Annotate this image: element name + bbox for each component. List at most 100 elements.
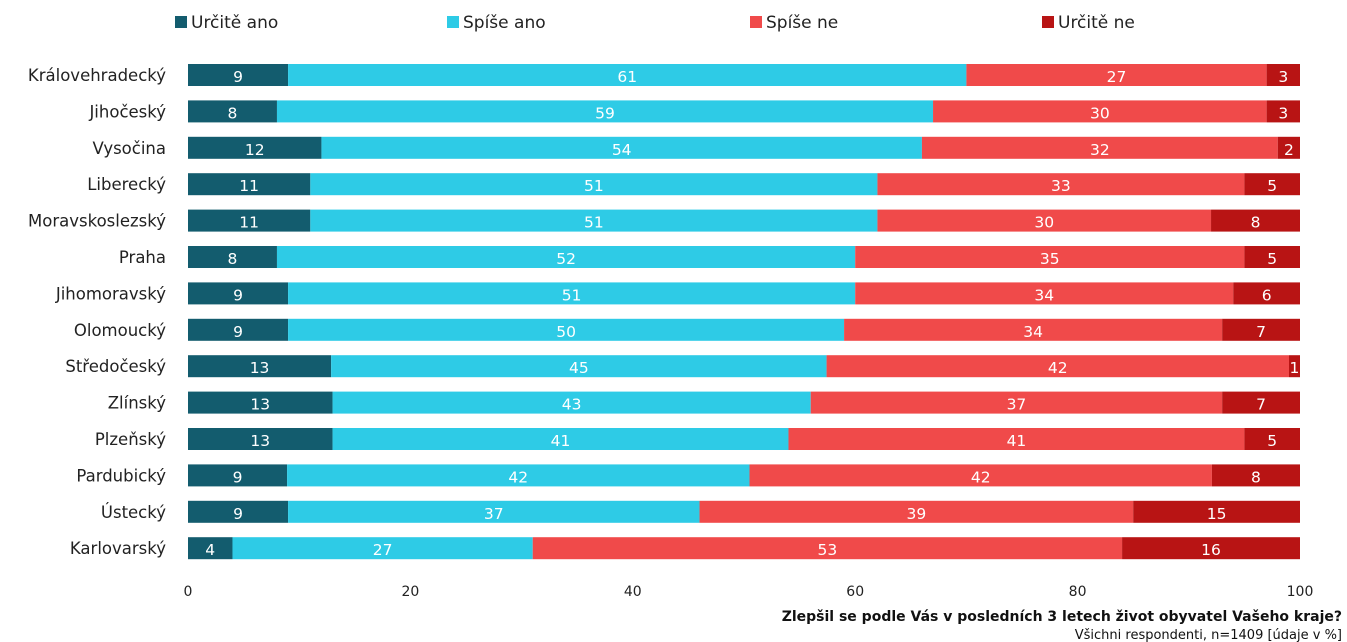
bar-segment	[332, 391, 811, 414]
bar-value-label: 43	[562, 396, 582, 414]
bar-segment	[232, 537, 533, 560]
bar-value-label: 11	[239, 214, 259, 232]
bar-segment	[1222, 318, 1300, 341]
legend-swatch	[1042, 16, 1054, 28]
bar-value-label: 5	[1267, 250, 1277, 268]
bar-value-label: 13	[250, 396, 270, 414]
category-label: Ústecký	[101, 503, 166, 522]
bar-segment	[188, 500, 289, 523]
bar-segment	[877, 209, 1212, 232]
bar-segment	[855, 282, 1234, 305]
bar-row: 8 52 35 5	[188, 246, 1300, 268]
bar-value-label: 51	[584, 177, 604, 195]
bar-value-label: 61	[617, 68, 637, 86]
bar-segment	[288, 318, 845, 341]
bar-value-label: 51	[584, 214, 604, 232]
category-labels: Královehradecký Jihočeský Vysočina Libereck…	[28, 66, 166, 558]
bar-segment	[332, 428, 789, 450]
bar-row: 4 27 53 16	[188, 537, 1300, 560]
bar-value-label: 7	[1256, 323, 1266, 341]
bar-value-label: 6	[1262, 286, 1272, 304]
bar-value-label: 42	[1048, 359, 1068, 377]
bar-segment	[1244, 246, 1300, 268]
legend: Určitě ano Spíše ano Spíše ne Určitě ne	[175, 13, 1135, 33]
bar-row: 11 51 33 5	[188, 173, 1300, 196]
bar-segment	[1288, 355, 1300, 378]
bar-value-label: 7	[1256, 396, 1266, 414]
bar-segment	[188, 100, 277, 123]
bar-value-label: 51	[562, 286, 582, 304]
category-label: Praha	[119, 248, 166, 267]
bar-segment	[1233, 282, 1300, 305]
bar-value-label: 13	[250, 359, 270, 377]
category-label: Pardubický	[76, 466, 166, 485]
bar-value-label: 53	[818, 541, 838, 559]
bar-value-label: 13	[250, 432, 270, 450]
bar-value-label: 54	[612, 141, 632, 159]
bar-value-label: 8	[1251, 214, 1261, 232]
bar-segment	[310, 209, 878, 232]
bar-segment	[321, 136, 922, 159]
bar-row: 9 51 34 6	[188, 282, 1300, 305]
legend-label: Spíše ano	[463, 13, 546, 33]
bar-segment	[749, 464, 1212, 487]
bar-segment	[188, 136, 322, 159]
bar-value-label: 8	[228, 104, 238, 122]
bar-segment	[1277, 136, 1300, 159]
legend-swatch	[447, 16, 459, 28]
bar-value-label: 9	[233, 468, 243, 486]
category-label: Zlínský	[108, 394, 166, 413]
bar-segment	[188, 173, 311, 196]
bar-value-label: 34	[1023, 323, 1043, 341]
legend-swatch	[175, 16, 187, 28]
bar-segment	[826, 355, 1289, 378]
category-label: Liberecký	[87, 175, 166, 194]
category-label: Vysočina	[92, 139, 166, 158]
bar-row: 8 59 30 3	[188, 100, 1300, 123]
bar-value-label: 41	[1007, 432, 1027, 450]
bar-segment	[276, 246, 856, 268]
bar-segment	[966, 64, 1267, 86]
x-tick-label: 60	[846, 584, 864, 600]
bar-segment	[855, 246, 1245, 268]
legend-label: Spíše ne	[766, 13, 838, 33]
bar-segment	[188, 209, 311, 232]
bar-value-label: 9	[233, 68, 243, 86]
bar-segment	[188, 318, 289, 341]
bar-segment	[188, 64, 289, 86]
bar-row: 13 43 37 7	[188, 391, 1300, 414]
bar-segment	[310, 173, 878, 196]
bar-value-label: 42	[971, 468, 991, 486]
category-label: Moravskoslezský	[28, 212, 166, 231]
bar-value-label: 16	[1201, 541, 1221, 559]
bar-segment	[1266, 64, 1300, 86]
bar-segment	[331, 355, 827, 378]
bar-segment	[921, 136, 1278, 159]
bar-row: 9 37 39 15	[188, 500, 1300, 523]
x-tick-label: 20	[401, 584, 419, 600]
x-tick-label: 0	[184, 584, 193, 600]
bar-value-label: 3	[1278, 104, 1288, 122]
bar-segment	[188, 355, 332, 378]
bar-segment	[933, 100, 1267, 123]
bar-value-label: 32	[1090, 141, 1110, 159]
legend-label: Určitě ano	[191, 13, 278, 33]
bar-value-label: 45	[569, 359, 589, 377]
bar-value-label: 42	[508, 468, 528, 486]
bar-segment	[188, 464, 288, 487]
bar-segment	[188, 282, 289, 305]
bar-value-label: 2	[1284, 141, 1294, 159]
bar-value-label: 3	[1278, 68, 1288, 86]
bar-segment	[288, 500, 700, 523]
bar-segment	[288, 64, 967, 86]
bar-value-label: 59	[595, 104, 615, 122]
category-label: Středočeský	[65, 357, 166, 376]
bar-value-label: 37	[1007, 396, 1027, 414]
bar-value-label: 35	[1040, 250, 1060, 268]
bar-segment	[532, 537, 1123, 560]
chart-question: Zlepšil se podle Vás v posledních 3 lete…	[782, 609, 1342, 625]
category-label: Plzeňský	[95, 430, 166, 449]
bar-row: 12 54 32 2	[188, 136, 1300, 159]
bar-segment	[188, 537, 233, 560]
bar-segment	[1133, 500, 1300, 523]
